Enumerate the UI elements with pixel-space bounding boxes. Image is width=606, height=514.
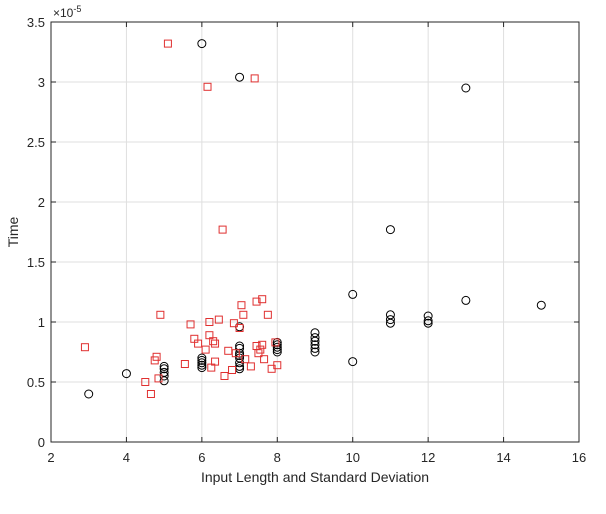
square-point: [220, 372, 229, 380]
y-tick-label: 0.5: [27, 375, 45, 390]
x-tick-label: 4: [123, 450, 130, 465]
square-point: [203, 82, 212, 91]
square-point: [241, 355, 250, 364]
circle-point: [159, 371, 169, 381]
circle-point: [310, 343, 320, 353]
square-point: [80, 343, 89, 352]
square-point: [246, 362, 255, 371]
square-point: [263, 310, 272, 319]
x-axis-label: Input Length and Standard Deviation: [201, 469, 429, 485]
y-exponent-base: ×10: [53, 6, 74, 20]
x-tick-label: 14: [496, 450, 510, 465]
square-point: [252, 297, 261, 306]
square-point: [156, 310, 165, 319]
y-exponent-label: ×10-5: [53, 4, 81, 20]
square-point: [271, 338, 280, 347]
x-tick-label: 6: [198, 450, 205, 465]
circle-point: [272, 340, 282, 350]
square-point: [258, 295, 267, 304]
circle-point: [310, 340, 320, 350]
circle-point: [310, 328, 320, 338]
circle-point: [348, 357, 358, 367]
x-tick-label: 12: [421, 450, 435, 465]
square-point: [186, 320, 195, 329]
circle-point: [423, 318, 433, 328]
square-point: [211, 357, 220, 366]
square-point: [194, 339, 203, 348]
square-point: [224, 346, 233, 355]
circle-point: [385, 315, 395, 325]
square-point: [228, 366, 237, 374]
square-point: [235, 324, 244, 332]
square-point: [180, 360, 189, 368]
circle-point: [423, 311, 433, 321]
square-point: [211, 339, 220, 348]
circle-point: [536, 300, 546, 310]
square-point: [201, 345, 210, 354]
axes-box: [50, 21, 580, 443]
circle-point: [159, 361, 169, 371]
circle-point: [461, 83, 471, 93]
circle-point: [272, 347, 282, 357]
square-point: [229, 319, 238, 328]
y-tick-label: 2.5: [27, 135, 45, 150]
circle-point: [461, 295, 471, 305]
x-tick-label: 8: [274, 450, 281, 465]
square-point: [209, 337, 218, 346]
square-point: [260, 355, 269, 364]
square-point: [256, 345, 265, 354]
tick-labels: 2 4 6 8 10 12 14 16 0 0.5 1 1.5 2 2.5 3 3.5: [27, 15, 586, 465]
x-tick-label: 2: [47, 450, 54, 465]
square-point: [141, 378, 150, 386]
circle-point: [235, 72, 245, 82]
y-axis-label: Time: [5, 216, 21, 247]
circle-point: [197, 353, 207, 363]
square-point: [273, 361, 282, 370]
square-point: [239, 310, 248, 319]
y-tick-label: 3.5: [27, 15, 45, 30]
axes: [50, 21, 580, 443]
circle-point: [84, 389, 94, 399]
circle-point: [385, 310, 395, 320]
circle-point: [159, 364, 169, 374]
circle-point: [197, 363, 207, 373]
square-point: [214, 315, 223, 324]
x-tick-label: 10: [345, 450, 359, 465]
data-points: [80, 39, 546, 399]
y-tick-label: 1: [38, 315, 45, 330]
y-tick-label: 1.5: [27, 255, 45, 270]
x-tick-label: 16: [572, 450, 586, 465]
square-point: [218, 225, 227, 234]
circle-point: [348, 289, 358, 299]
circle-point: [272, 342, 282, 352]
circle-point: [121, 369, 131, 379]
y-exponent-power: -5: [73, 4, 81, 14]
square-point: [258, 340, 267, 349]
y-tick-label: 3: [38, 75, 45, 90]
circle-point: [197, 358, 207, 368]
y-tick-label: 0: [38, 435, 45, 450]
square-point: [146, 390, 155, 398]
circle-point: [159, 367, 169, 377]
circle-point: [197, 39, 207, 49]
circle-point: [310, 333, 320, 343]
square-point: [231, 349, 240, 358]
plot-area: [51, 22, 579, 442]
square-point: [163, 39, 172, 48]
circle-point: [423, 316, 433, 326]
square-point: [250, 74, 259, 83]
y-tick-label: 2: [38, 195, 45, 210]
square-point: [237, 301, 246, 310]
circle-point: [310, 347, 320, 357]
square-point: [152, 352, 161, 361]
circle-point: [197, 360, 207, 370]
square-point: [205, 318, 214, 326]
square-point: [154, 374, 163, 383]
circle-point: [385, 225, 395, 235]
circle-point: [197, 355, 207, 365]
